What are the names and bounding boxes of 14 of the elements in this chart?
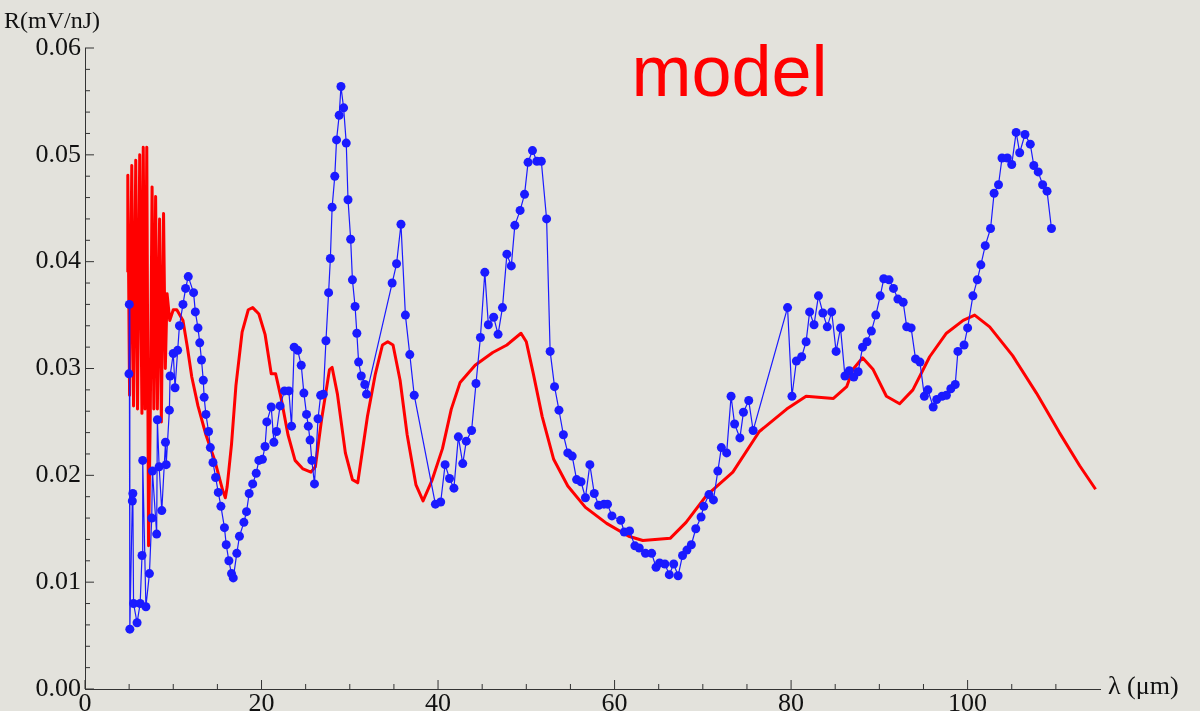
x-tick-label: 80 <box>778 688 805 711</box>
y-tick-label: 0.03 <box>35 352 81 382</box>
x-tick-label: 100 <box>948 688 988 711</box>
x-tick-label: 20 <box>248 688 275 711</box>
x-axis-title: λ (μm) <box>1108 670 1179 700</box>
y-tick-label: 0.02 <box>35 459 81 489</box>
y-tick-label: 0.04 <box>35 245 81 275</box>
y-axis-title: R(mV/nJ) <box>4 7 100 33</box>
y-tick-label: 0.05 <box>35 138 81 168</box>
y-tick-label: 0.01 <box>35 565 81 595</box>
y-tick-label: 0.06 <box>35 31 81 61</box>
text: model <box>631 31 828 111</box>
x-tick-label: 60 <box>601 688 628 711</box>
x-tick-label: 40 <box>425 688 452 711</box>
